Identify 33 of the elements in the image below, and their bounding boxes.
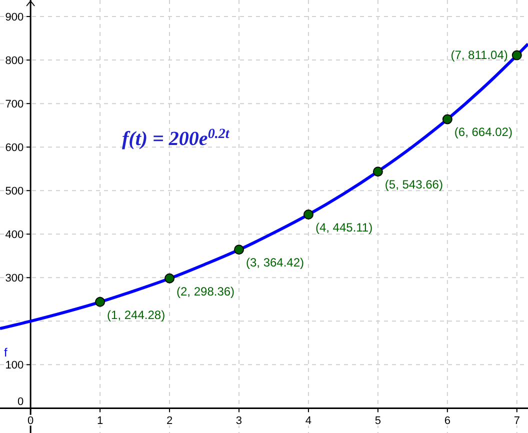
data-label: (7, 811.04): [450, 48, 508, 62]
x-tick-label: 3: [236, 415, 242, 428]
point: [372, 166, 383, 177]
data-label: (1, 244.28): [107, 308, 166, 322]
y-tick-label: 500: [5, 186, 24, 198]
x-tick-label: 4: [305, 415, 312, 428]
x-tick-label: 5: [374, 415, 381, 428]
y-tick-label: 700: [5, 98, 24, 111]
y-tick-label: 600: [5, 142, 24, 154]
annotation: f(t) = 200e$^{0.2t}$: [122, 126, 230, 150]
y-tick-label: 300: [5, 272, 24, 285]
data-label: (5, 543.66): [384, 178, 443, 192]
y-tick-label: 900: [5, 12, 24, 24]
point: [512, 50, 522, 60]
point: [164, 273, 175, 284]
y-tick-label: 100: [5, 360, 24, 372]
series-label: f: [4, 346, 8, 360]
y-tick-label: 400: [5, 229, 24, 242]
point: [234, 244, 244, 255]
point: [442, 114, 452, 124]
x-tick-label: 7: [514, 415, 520, 428]
point: [95, 296, 106, 307]
data-label: (6, 664.02): [454, 125, 512, 140]
data-label: (4, 445.11): [315, 220, 373, 234]
data-label: (2, 298.36): [176, 284, 235, 298]
x-tick-label: 1: [96, 415, 104, 428]
x-tick-label: 2: [166, 415, 173, 428]
data-label: (3, 364.42): [246, 256, 304, 270]
point: [303, 209, 314, 220]
y-tick-label: 0: [17, 396, 24, 408]
x-tick-label: 6: [444, 415, 450, 428]
line-series: [0, 42, 528, 330]
y-tick-label: 800: [5, 55, 24, 68]
